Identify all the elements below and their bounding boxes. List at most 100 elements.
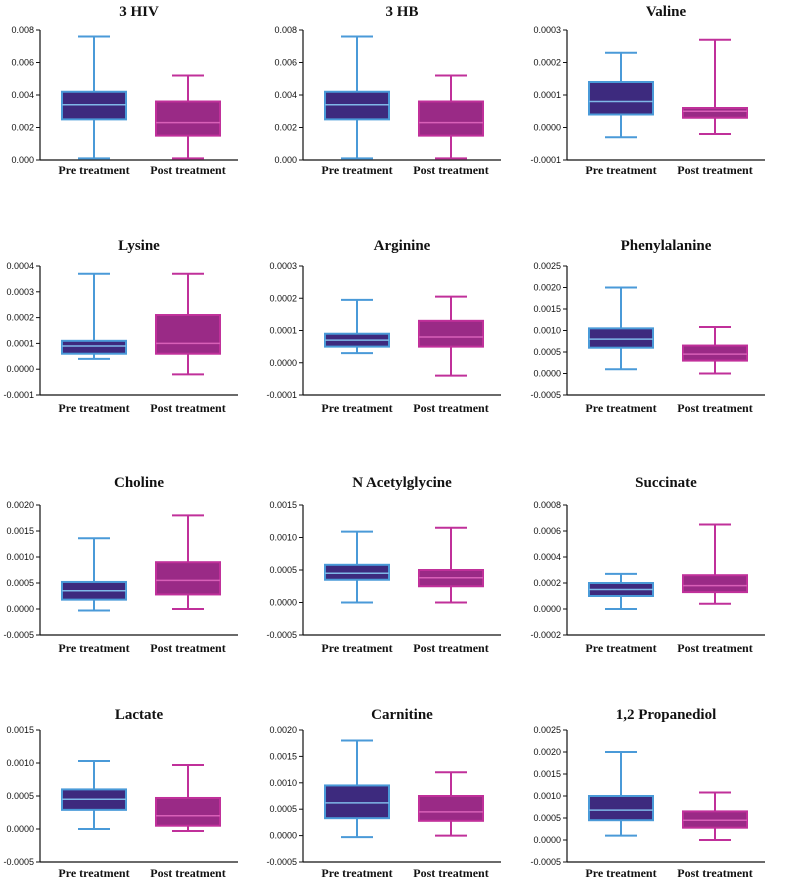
chart-title: Lysine — [118, 238, 160, 254]
y-tick-label: 0.0001 — [269, 326, 297, 336]
category-label: Pre treatment — [58, 163, 129, 177]
chart-carnitine: Carnitine -0.0005 0.0000 0.0005 0.0010 0.0015… — [266, 707, 501, 880]
category-label: Pre treatment — [585, 641, 656, 655]
y-tick-label: 0.0004 — [6, 261, 34, 271]
box-post-treatment — [682, 523, 748, 605]
iqr-box — [324, 90, 390, 121]
iqr-box — [155, 796, 221, 827]
category-label: Post treatment — [413, 401, 488, 415]
y-tick-label: -0.0005 — [530, 857, 561, 867]
iqr-box — [588, 81, 654, 116]
category-label: Pre treatment — [58, 866, 129, 880]
chart-title: Carnitine — [371, 707, 433, 723]
chart-title: N Acetylglycine — [352, 475, 452, 491]
y-tick-label: 0.0010 — [6, 552, 34, 562]
iqr-box — [324, 563, 390, 581]
y-tick-label: 0.0001 — [533, 90, 561, 100]
box-pre-treatment — [588, 751, 654, 837]
y-tick-label: 0.0000 — [6, 604, 34, 614]
category-label: Post treatment — [150, 401, 225, 415]
iqr-box — [324, 784, 390, 820]
y-tick-label: -0.0005 — [530, 390, 561, 400]
category-label: Post treatment — [413, 641, 488, 655]
box-pre-treatment — [588, 286, 654, 371]
iqr-box — [418, 319, 484, 348]
y-tick-label: 0.0025 — [533, 261, 561, 271]
category-label: Pre treatment — [321, 163, 392, 177]
category-label: Post treatment — [150, 163, 225, 177]
iqr-box — [682, 107, 748, 119]
box-post-treatment — [418, 74, 484, 160]
y-tick-label: 0.004 — [274, 90, 297, 100]
y-tick-label: 0.006 — [274, 58, 297, 68]
y-tick-label: 0.0002 — [269, 293, 297, 303]
y-tick-label: -0.0005 — [266, 857, 297, 867]
iqr-box — [61, 90, 127, 121]
y-tick-label: 0.0002 — [6, 313, 34, 323]
y-tick-label: 0.0010 — [6, 758, 34, 768]
y-tick-label: 0.0005 — [269, 804, 297, 814]
y-tick-label: 0.0010 — [269, 533, 297, 543]
y-tick-label: 0.0015 — [533, 304, 561, 314]
box-pre-treatment — [61, 272, 127, 360]
category-label: Post treatment — [150, 641, 225, 655]
box-pre-treatment — [324, 35, 390, 160]
y-tick-label: 0.0006 — [533, 526, 561, 536]
y-tick-label: 0.008 — [274, 25, 297, 35]
y-tick-label: -0.0001 — [3, 390, 34, 400]
chart-3-hiv: 3 HIV 0.000 0.002 0.004 0.006 0.008 Pre treatm… — [11, 4, 238, 177]
chart-title: Lactate — [115, 707, 164, 723]
iqr-box — [155, 561, 221, 596]
category-label: Post treatment — [677, 641, 752, 655]
category-label: Post treatment — [413, 866, 488, 880]
y-tick-label: 0.0010 — [533, 791, 561, 801]
iqr-box — [155, 100, 221, 137]
chart-valine: Valine -0.0001 0.0000 0.0001 0.0002 0.0003 Pre… — [530, 4, 765, 177]
category-label: Pre treatment — [58, 401, 129, 415]
box-post-treatment — [155, 763, 221, 832]
y-tick-label: 0.0015 — [6, 725, 34, 735]
category-label: Pre treatment — [321, 401, 392, 415]
chart-title: Arginine — [374, 238, 431, 254]
y-tick-label: 0.0015 — [269, 500, 297, 510]
chart-n-acetylglycine: N Acetylglycine -0.0005 0.0000 0.0005 0.0010… — [266, 475, 501, 655]
box-post-treatment — [418, 771, 484, 837]
y-tick-label: 0.006 — [11, 58, 34, 68]
y-tick-label: 0.002 — [11, 123, 34, 133]
y-tick-label: 0.0003 — [533, 25, 561, 35]
chart-lactate: Lactate -0.0005 0.0000 0.0005 0.0010 0.0015 Pr… — [3, 707, 238, 880]
y-tick-label: 0.0002 — [533, 578, 561, 588]
box-post-treatment — [418, 295, 484, 377]
y-tick-label: 0.0005 — [533, 813, 561, 823]
box-post-treatment — [155, 272, 221, 376]
box-post-treatment — [682, 791, 748, 841]
box-post-treatment — [155, 514, 221, 610]
chart-title: Phenylalanine — [621, 238, 712, 254]
y-tick-label: 0.0005 — [269, 565, 297, 575]
chart-phenylalanine: Phenylalanine -0.0005 0.0000 0.0005 0.0010 0.… — [530, 238, 765, 415]
box-pre-treatment — [324, 739, 390, 839]
chart-title: Succinate — [635, 475, 697, 491]
box-post-treatment — [155, 74, 221, 160]
y-tick-label: 0.0010 — [533, 326, 561, 336]
category-label: Pre treatment — [585, 401, 656, 415]
y-tick-label: 0.004 — [11, 90, 34, 100]
y-tick-label: 0.0020 — [269, 725, 297, 735]
box-pre-treatment — [61, 35, 127, 160]
y-tick-label: 0.0020 — [533, 747, 561, 757]
box-pre-treatment — [324, 298, 390, 355]
category-label: Pre treatment — [585, 866, 656, 880]
y-tick-label: 0.008 — [11, 25, 34, 35]
y-tick-label: -0.0005 — [3, 630, 34, 640]
y-tick-label: 0.0025 — [533, 725, 561, 735]
y-tick-label: 0.0004 — [533, 552, 561, 562]
category-label: Pre treatment — [321, 866, 392, 880]
y-tick-label: 0.0005 — [6, 791, 34, 801]
iqr-box — [418, 100, 484, 137]
y-tick-label: 0.0020 — [6, 500, 34, 510]
chart-title: 1,2 Propanediol — [616, 707, 717, 723]
y-tick-label: 0.0015 — [533, 769, 561, 779]
chart-title: Valine — [646, 4, 687, 20]
y-tick-label: 0.0005 — [533, 347, 561, 357]
